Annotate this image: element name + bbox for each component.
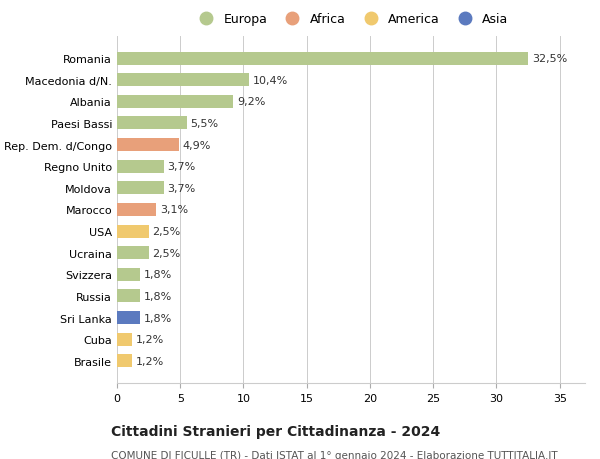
Bar (117, 139, 179, 152)
Text: 2,5%: 2,5% (152, 248, 181, 258)
Text: 10,4%: 10,4% (253, 76, 287, 85)
Bar (117, 95, 233, 109)
Bar (117, 354, 132, 368)
Text: 5,5%: 5,5% (190, 119, 218, 129)
Bar (117, 203, 156, 217)
Bar (117, 311, 140, 325)
Bar (117, 225, 149, 238)
Text: 1,2%: 1,2% (136, 335, 164, 344)
Text: 1,2%: 1,2% (136, 356, 164, 366)
Bar (117, 52, 528, 66)
Text: 4,9%: 4,9% (183, 140, 211, 150)
Text: Cittadini Stranieri per Cittadinanza - 2024: Cittadini Stranieri per Cittadinanza - 2… (111, 425, 440, 438)
Bar (117, 333, 132, 346)
Text: 1,8%: 1,8% (143, 270, 172, 280)
Text: 9,2%: 9,2% (237, 97, 266, 107)
Text: 1,8%: 1,8% (143, 291, 172, 301)
Bar (117, 117, 187, 130)
Text: COMUNE DI FICULLE (TR) - Dati ISTAT al 1° gennaio 2024 - Elaborazione TUTTITALIA: COMUNE DI FICULLE (TR) - Dati ISTAT al 1… (111, 450, 557, 459)
Text: 32,5%: 32,5% (532, 54, 567, 64)
Text: 2,5%: 2,5% (152, 227, 181, 236)
Text: 3,7%: 3,7% (167, 184, 196, 193)
Text: 3,1%: 3,1% (160, 205, 188, 215)
Bar (117, 246, 149, 260)
Bar (117, 74, 248, 87)
Bar (117, 290, 140, 303)
Text: 1,8%: 1,8% (143, 313, 172, 323)
Bar (117, 268, 140, 281)
Legend: Europa, Africa, America, Asia: Europa, Africa, America, Asia (188, 8, 514, 31)
Bar (117, 160, 164, 174)
Text: 3,7%: 3,7% (167, 162, 196, 172)
Bar (117, 182, 164, 195)
